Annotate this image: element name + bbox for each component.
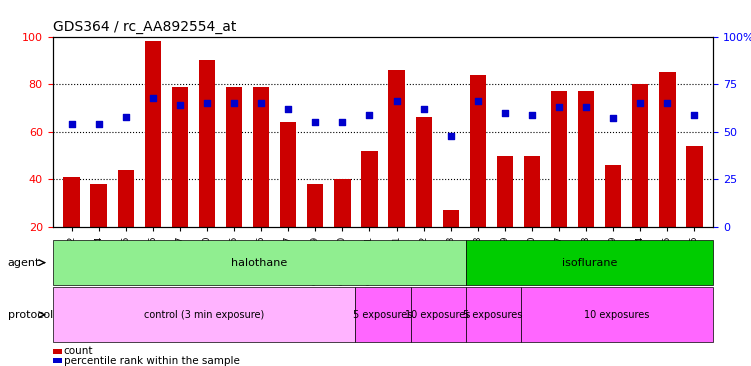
Text: control (3 min exposure): control (3 min exposure) (144, 310, 264, 320)
Point (472, 98, 484, 104)
Bar (659, 72, 676, 274)
Bar (253, 86, 270, 274)
Bar (632, 84, 648, 274)
Bar (226, 86, 242, 274)
Point (146, 94, 158, 100)
Bar (361, 151, 378, 274)
Text: 10 exposures: 10 exposures (406, 310, 471, 320)
Text: count: count (64, 346, 93, 356)
Text: 10 exposures: 10 exposures (584, 310, 650, 320)
Point (174, 102, 186, 108)
Text: halothane: halothane (231, 258, 287, 268)
Point (608, 116, 620, 122)
Point (499, 110, 511, 116)
Text: 5 exposures: 5 exposures (463, 310, 523, 320)
Point (201, 100, 213, 106)
Point (445, 132, 457, 138)
Text: 5 exposures: 5 exposures (353, 310, 413, 320)
Point (635, 100, 647, 106)
Bar (118, 170, 134, 274)
Point (363, 112, 376, 117)
Bar (578, 92, 594, 274)
Bar (199, 60, 215, 274)
Point (255, 100, 267, 106)
Bar (172, 86, 188, 274)
Text: isoflurane: isoflurane (562, 258, 617, 268)
Bar (63, 177, 80, 274)
Bar (551, 92, 567, 274)
Bar (605, 165, 621, 274)
Bar (686, 146, 703, 274)
Point (92, 121, 104, 127)
Point (336, 119, 348, 125)
Point (391, 98, 403, 104)
Bar (307, 184, 324, 274)
Bar (442, 210, 459, 274)
Text: GDS364 / rc_AA892554_at: GDS364 / rc_AA892554_at (53, 20, 236, 34)
Point (526, 112, 538, 117)
Text: agent: agent (8, 258, 40, 268)
Bar (334, 179, 351, 274)
Point (689, 112, 701, 117)
Point (553, 104, 565, 110)
Point (119, 113, 131, 119)
Bar (469, 75, 486, 274)
Bar (415, 117, 432, 274)
Text: protocol: protocol (8, 310, 53, 320)
Text: percentile rank within the sample: percentile rank within the sample (64, 355, 240, 366)
Point (282, 106, 294, 112)
Bar (90, 184, 107, 274)
Bar (496, 156, 513, 274)
Point (580, 104, 592, 110)
Point (228, 100, 240, 106)
Point (662, 100, 674, 106)
Point (309, 119, 321, 125)
Bar (145, 41, 161, 274)
Point (418, 106, 430, 112)
Bar (388, 70, 405, 274)
Bar (524, 156, 540, 274)
Bar (280, 122, 297, 274)
Point (65, 121, 77, 127)
